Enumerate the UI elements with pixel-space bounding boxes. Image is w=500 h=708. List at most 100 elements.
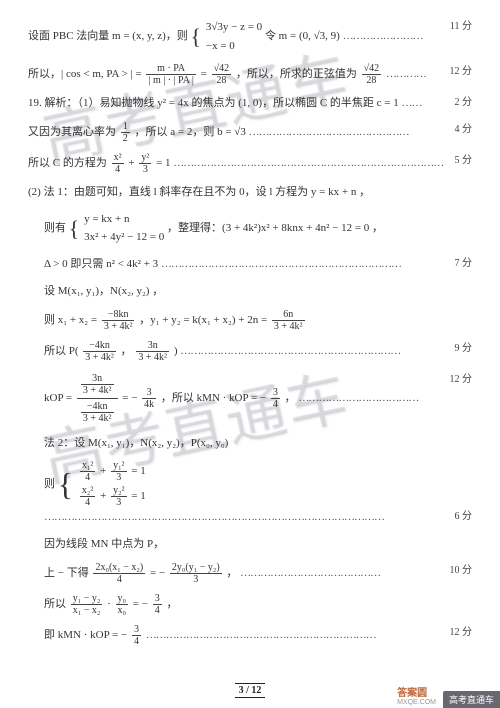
eq: = − [122, 392, 137, 404]
f: 3 [111, 472, 126, 483]
frac-num: y₀ [116, 593, 129, 605]
f: = 1 [131, 490, 145, 502]
frac-num: 2x₀(x₁ − x₂) [93, 562, 145, 574]
solution-line-method1: (2) 法 1：由题可知，直线 l 斜率存在且不为 0，设 l 方程为 y = … [28, 183, 472, 202]
tail: ，整理得：(3 + 4k²)x² + 8knx + 4n² − 12 = 0 ， [167, 220, 383, 238]
f: x₂² [80, 485, 95, 497]
text: 所以，| cos < m, PA > | = [28, 66, 142, 84]
frac-den: 3 + 4k² [83, 352, 116, 363]
frac-den: 3 + 4k² [272, 321, 305, 332]
score-badge: 6 分 [455, 508, 473, 525]
solution-line-system2: 则 { x₁²4 + y₁²3 = 1 x₂²4 + y₂²3 = 1 …………… [44, 460, 472, 527]
brace-icon: { [191, 27, 202, 47]
frac-den: 3 [139, 164, 151, 175]
solution-line-pbc-normal: 设面 PBC 法向量 m = (x, y, z)，则 { 3√3y − z = … [28, 18, 472, 55]
dots: ………… [386, 68, 426, 80]
footer-brand: 答案圆 MXQE.COM [393, 682, 440, 708]
solution-line-set-mn: 设 M(x₁, y₁)，N(x₂, y₂) ， [44, 282, 472, 301]
frac-num: y₁ − y₂ [71, 593, 103, 605]
solution-line-kop: kOP = 3n3 + 4k² −4kn3 + 4k² = − 34k ，所以 … [44, 371, 472, 426]
f: 3 [111, 497, 126, 508]
text: 则 x₁ + x₂ = [44, 312, 97, 330]
dots: …………………………………………………………… [146, 629, 376, 641]
end: ， [285, 392, 296, 404]
frac-num: 2y₀(y₁ − y₂) [170, 562, 222, 574]
frac-num: x² [112, 152, 124, 164]
frac-num: 3n [136, 340, 169, 352]
frac-den: 4 [93, 574, 145, 585]
frac-den: 4 [153, 605, 162, 616]
tail: 令 m = (0, √3, 9) [265, 28, 340, 46]
text: 则有 [44, 220, 66, 238]
f: 4 [80, 497, 95, 508]
dots: …………………………………… [240, 567, 380, 579]
score-badge: 5 分 [455, 152, 473, 169]
text: 所以 P( [44, 343, 79, 361]
text: Δ > 0 即只需 n² < 4k² + 3 [44, 256, 158, 274]
tail: ，所以 a = 2，则 b = √3 [135, 124, 246, 142]
eq: = [201, 68, 210, 80]
f: y₁² [111, 460, 126, 472]
frac-num: 6n [272, 309, 305, 321]
f: 3n [81, 373, 114, 385]
frac-den: x₁ − x₂ [71, 605, 103, 616]
frac-den: 3 + 4k² [136, 352, 169, 363]
frac-den: 4 [271, 399, 280, 410]
brace-icon: { [69, 219, 80, 239]
tail: = 1 [156, 155, 170, 173]
frac-num: 3 [142, 387, 156, 399]
frac-den: 3 [170, 574, 222, 585]
score-badge: 10 分 [450, 562, 473, 579]
dots: ………………………………………… [249, 126, 409, 138]
text: 设面 PBC 法向量 m = (x, y, z)，则 [28, 28, 188, 46]
solution-line-system: 则有 { y = kx + n 3x² + 4y² − 12 = 0 ，整理得：… [44, 210, 472, 247]
f: x₁² [80, 460, 95, 472]
solution-line-subtract: 上 − 下得 2x₀(x₁ − x₂)4 = − 2y₀(y₁ − y₂)3 ，… [44, 562, 472, 585]
tail: ，y₁ + y₂ = k(x₁ + x₂) + 2n = [139, 312, 267, 330]
eq: = − [150, 567, 165, 579]
eq: y = kx + n [84, 210, 164, 229]
text: 因为线段 MN 中点为 P， [44, 536, 164, 554]
tail: ，所以，所求的正弦值为 [236, 66, 357, 84]
score-badge: 12 分 [450, 63, 473, 80]
score-badge: 9 分 [455, 340, 473, 357]
frac-den: x₀ [116, 605, 129, 616]
dots: …… [402, 97, 422, 109]
text: 19. 解析：（1）易知抛物线 y² = 4x 的焦点为 (1, 0)，所以椭圆… [28, 95, 399, 113]
brace-icon: { [58, 470, 73, 499]
dots: ………………………………………………………… [180, 345, 400, 357]
text: 所以 [44, 596, 66, 614]
frac-num: −4kn [83, 340, 116, 352]
score-badge: 11 分 [450, 18, 472, 35]
text: 法 2：设 M(x₁, y₁)，N(x₂, y₂)，P(x₀, y₀) [44, 435, 228, 453]
dots: ………………………………………………………………………………………… [44, 511, 384, 523]
eq: 3x² + 4y² − 12 = 0 [84, 228, 164, 247]
f: y₂² [111, 485, 126, 497]
solution-line-sum: 则 x₁ + x₂ = −8kn3 + 4k² ，y₁ + y₂ = k(x₁ … [44, 309, 472, 332]
brand-suffix: MXQE.COM [397, 699, 436, 706]
text: (2) 法 1：由题可知，直线 l 斜率存在且不为 0，设 l 方程为 y = … [28, 184, 370, 202]
frac-num: m · PA [146, 63, 195, 75]
frac-den: 3 + 4k² [102, 321, 135, 332]
comma: ， [121, 345, 132, 357]
solution-line-eccentricity: 又因为其离心率为 12 ，所以 a = 2，则 b = √3 ………………………… [28, 121, 472, 144]
frac-den: | m | · | PA | [146, 75, 195, 86]
frac-num: 3n3 + 4k² [77, 371, 118, 399]
frac-num: 1 [121, 121, 130, 133]
frac-num: √42 [212, 63, 232, 75]
f: 3 + 4k² [81, 385, 114, 396]
frac-den: 4 [132, 636, 141, 647]
text: kOP = [44, 390, 72, 408]
dots: ……………………………………………………………………… [173, 157, 443, 169]
score-badge: 7 分 [455, 255, 473, 272]
f: = 1 [131, 465, 145, 477]
score-badge: 12 分 [450, 624, 473, 641]
solution-line-cosine: 所以，| cos < m, PA > | = m · PA| m | · | P… [28, 63, 472, 86]
eq: = − [133, 598, 148, 610]
f: 4 [80, 472, 95, 483]
frac-den: 28 [362, 75, 382, 86]
eq-bot: −x = 0 [206, 37, 262, 56]
frac-num: 3 [132, 624, 141, 636]
solution-line-q19-1: 19. 解析：（1）易知抛物线 y² = 4x 的焦点为 (1, 0)，所以椭圆… [28, 94, 472, 113]
eq: x₂²4 + y₂²3 = 1 [78, 485, 146, 508]
